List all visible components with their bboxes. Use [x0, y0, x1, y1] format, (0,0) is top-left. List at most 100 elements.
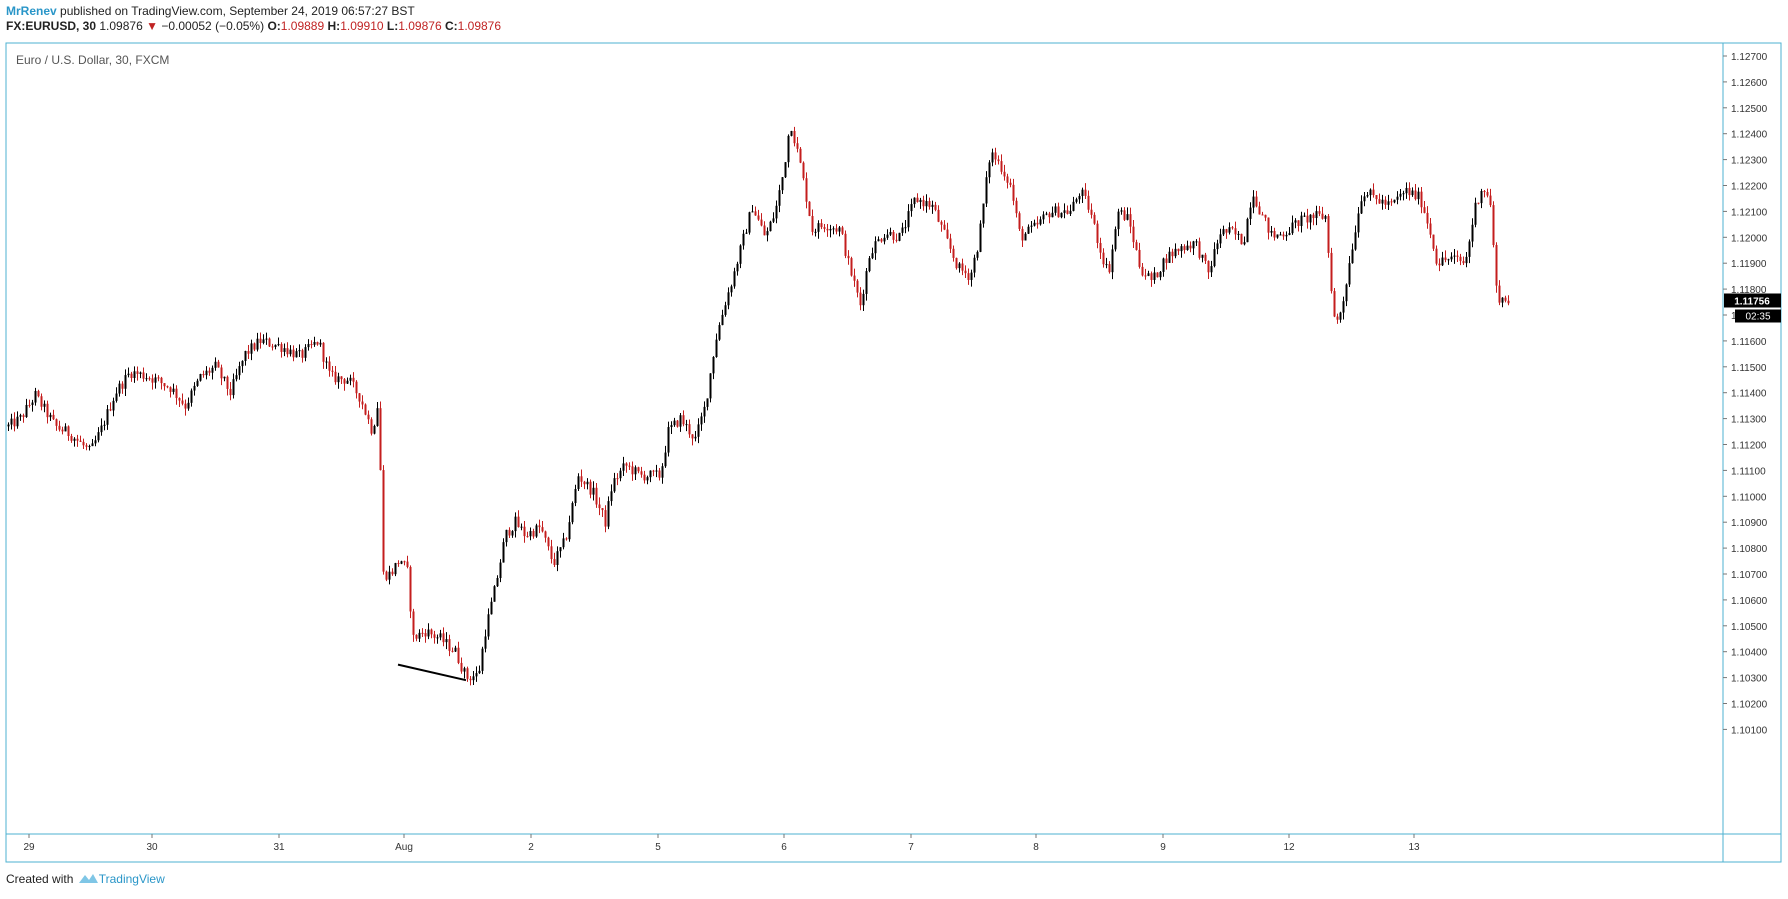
candle-body [1432, 234, 1435, 249]
candle-body [469, 678, 472, 681]
candle-body [223, 376, 226, 379]
candle-body [535, 525, 538, 537]
candle-body [667, 427, 670, 453]
candle-body [418, 632, 421, 639]
candle-body [115, 393, 118, 401]
candle-body [202, 374, 205, 376]
candle-body [382, 470, 385, 572]
y-tick-label: 1.12500 [1731, 104, 1768, 115]
candle-body [829, 228, 832, 231]
candle-body [1090, 209, 1093, 215]
candle-body [955, 257, 958, 269]
candle-body [982, 203, 985, 224]
candle-body [211, 367, 214, 373]
candle-body [1465, 256, 1468, 264]
candle-body [820, 223, 823, 228]
candle-body [655, 470, 658, 472]
candle-body [187, 402, 190, 409]
candle-body [331, 370, 334, 372]
candle-body [361, 401, 364, 405]
candle-body [13, 418, 16, 427]
candle-body [784, 162, 787, 178]
candle-body [1339, 312, 1342, 320]
candle-body [853, 275, 856, 281]
candle-body [772, 218, 775, 222]
y-tick-label: 1.11300 [1731, 415, 1767, 426]
candle-body [1021, 228, 1024, 241]
candle-body [1321, 213, 1324, 219]
candle-body [973, 257, 976, 273]
candle-body [646, 477, 649, 481]
candle-body [85, 445, 88, 447]
candle-body [76, 438, 79, 441]
overlays-layer: 1.11756 02:35 [397, 293, 1781, 682]
candle-body [499, 562, 502, 579]
candle-body [409, 566, 412, 612]
x-tick-label: 8 [1033, 842, 1039, 853]
candle-body [1060, 212, 1063, 218]
time-axis[interactable]: 29 30 31 Aug 2 5 6 7 8 9 12 13 [23, 834, 1420, 853]
candle-body [316, 342, 319, 345]
price-axis[interactable]: 1.12700 1.12600 1.12500 1.12400 1.12300 1.122… [1723, 52, 1768, 736]
candle-body [1099, 242, 1102, 253]
candle-body [1036, 222, 1039, 225]
candle-body [964, 270, 967, 274]
candle-body [1168, 251, 1171, 263]
x-tick-label: 2 [528, 842, 534, 853]
candle-body [1489, 195, 1492, 206]
candle-body [766, 231, 769, 236]
candle-body [1357, 213, 1360, 233]
candle-body [487, 614, 490, 637]
candle-body [1255, 196, 1258, 207]
candle-body [346, 380, 349, 384]
candle-body [1315, 211, 1318, 219]
candle-body [1171, 251, 1174, 257]
candle-body [610, 491, 613, 502]
candle-body [859, 292, 862, 306]
tradingview-brand-link[interactable]: TradingView [98, 872, 165, 886]
candle-body [712, 356, 715, 374]
candle-body [283, 348, 286, 352]
candle-body [832, 228, 835, 230]
candle-body [127, 373, 130, 376]
candle-body [1177, 248, 1180, 252]
candle-body [1345, 284, 1348, 302]
candle-body [997, 159, 1000, 162]
candle-body [397, 563, 400, 565]
candle-body [865, 271, 868, 294]
candle-body [376, 408, 379, 426]
candle-body [1492, 205, 1495, 245]
candle-body [73, 438, 76, 441]
candle-body [460, 662, 463, 672]
candle-body [577, 476, 580, 490]
candle-body [1504, 297, 1507, 301]
author-link[interactable]: MrRenev [6, 4, 57, 18]
candle-body [847, 255, 850, 259]
candle-body [1186, 245, 1189, 251]
candle-body [1303, 215, 1306, 217]
candle-body [1156, 272, 1159, 278]
candle-body [538, 525, 541, 528]
candle-body [1402, 193, 1405, 195]
candle-body [1426, 212, 1429, 224]
candle-body [1024, 233, 1027, 241]
candle-body [1456, 255, 1459, 257]
candle-body [532, 531, 535, 537]
candle-body [1414, 190, 1417, 200]
candle-body [445, 639, 448, 643]
candle-body [634, 467, 637, 475]
candle-body [730, 286, 733, 293]
candle-body [451, 650, 454, 652]
open-label: O: [267, 19, 281, 33]
candle-body [586, 481, 589, 485]
candle-body [46, 403, 49, 418]
candle-body [946, 229, 949, 239]
candle-body [553, 559, 556, 565]
candle-body [649, 470, 652, 478]
candle-body [1141, 266, 1144, 276]
x-tick-label: 12 [1283, 842, 1295, 853]
y-tick-label: 1.10500 [1731, 622, 1768, 633]
candle-body [976, 251, 979, 258]
candle-body [523, 526, 526, 537]
